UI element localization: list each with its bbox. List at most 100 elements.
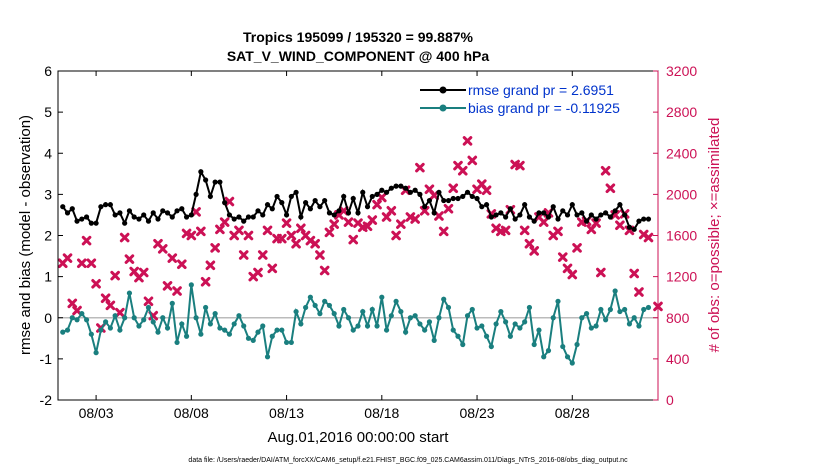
bias-series xyxy=(60,282,652,366)
obs-point xyxy=(119,232,130,243)
obs-point xyxy=(605,183,616,194)
obs-point xyxy=(396,219,406,229)
obs-point xyxy=(115,307,125,318)
obs-point xyxy=(105,300,116,311)
rmse-point xyxy=(98,204,104,210)
rmse-point xyxy=(617,202,623,208)
obs-point xyxy=(253,267,263,278)
obs-point xyxy=(319,265,330,276)
bias-point xyxy=(150,319,156,325)
bias-point xyxy=(536,327,542,333)
bias-point xyxy=(450,327,456,333)
bias-point xyxy=(507,333,513,339)
rmse-point xyxy=(231,216,237,222)
rmse-point xyxy=(222,200,228,206)
rmse-point xyxy=(250,214,256,220)
legend: rmse grand pr = 2.6951 bias grand pr = -… xyxy=(420,82,620,116)
bias-point xyxy=(60,329,66,335)
bias-point xyxy=(631,315,637,321)
bias-point xyxy=(645,304,652,311)
rmse-point xyxy=(145,218,152,224)
right-tick-label: 1600 xyxy=(666,228,697,244)
bias-point xyxy=(460,341,466,348)
left-tick-label: 2 xyxy=(44,228,52,244)
rmse-point xyxy=(79,216,85,222)
bias-point xyxy=(493,321,499,327)
rmse-point xyxy=(612,208,618,214)
obs-point xyxy=(281,218,292,228)
bias-point xyxy=(74,317,80,323)
rmse-point xyxy=(555,216,561,222)
left-tick-label: 6 xyxy=(44,63,52,79)
rmse-point xyxy=(355,210,361,216)
bias-point xyxy=(122,315,128,321)
bias-point xyxy=(93,350,99,356)
obs-point xyxy=(429,190,439,201)
rmse-point xyxy=(569,202,575,208)
bias-point xyxy=(83,317,90,323)
rmse-point xyxy=(293,189,299,195)
obs-point xyxy=(634,287,644,297)
bias-point xyxy=(455,333,461,339)
bias-point xyxy=(160,315,166,321)
obs-point xyxy=(572,243,582,253)
rmse-point xyxy=(103,202,109,208)
obs-point xyxy=(234,225,244,236)
bias-point xyxy=(112,313,118,319)
obs-point xyxy=(262,225,273,236)
rmse-line xyxy=(62,169,649,231)
bias-point xyxy=(436,315,442,321)
bias-point xyxy=(626,321,633,327)
legend-bias-marker xyxy=(439,104,447,112)
bias-point xyxy=(360,308,366,315)
rmse-point xyxy=(426,197,433,204)
bias-point xyxy=(312,302,318,309)
bias-point xyxy=(374,323,380,329)
rmse-point xyxy=(264,202,271,208)
bias-point xyxy=(217,325,223,331)
rmse-point xyxy=(88,220,94,226)
rmse-point xyxy=(464,189,471,195)
obs-point xyxy=(386,206,397,216)
rmse-point xyxy=(131,214,137,220)
rmse-point xyxy=(531,218,537,224)
rmse-point xyxy=(550,204,556,210)
bias-point xyxy=(622,306,628,313)
rmse-point xyxy=(241,218,247,224)
rmse-point xyxy=(141,212,147,218)
bias-point xyxy=(369,306,375,313)
bias-point xyxy=(393,298,399,304)
obs-point xyxy=(100,293,111,304)
obs-point xyxy=(348,234,359,245)
obs-point xyxy=(238,250,249,260)
bias-point xyxy=(222,327,228,333)
bias-point xyxy=(607,306,613,313)
obs-point xyxy=(257,250,268,260)
data-file-footer: data file: /Users/raeder/DAI/ATM_forcXX/… xyxy=(188,457,628,464)
left-tick-label: 0 xyxy=(44,310,52,326)
rmse-point xyxy=(583,218,590,224)
obs-point xyxy=(86,258,97,269)
right-tick-label: 800 xyxy=(666,310,690,326)
rmse-point xyxy=(60,204,66,210)
right-tick-label: 0 xyxy=(666,392,674,408)
right-tick-label: 1200 xyxy=(666,269,697,285)
rmse-point xyxy=(326,210,333,216)
obs-point xyxy=(91,279,101,289)
bias-point xyxy=(307,294,313,300)
rmse-point xyxy=(360,189,366,195)
right-tick-label: 3200 xyxy=(666,63,697,79)
obs-point xyxy=(615,220,625,231)
bias-point xyxy=(412,313,418,319)
obs-point xyxy=(81,235,92,246)
observations-series xyxy=(57,136,663,333)
rmse-point xyxy=(441,197,447,204)
obs-point xyxy=(519,225,530,236)
rmse-point xyxy=(593,216,599,222)
rmse-point xyxy=(626,224,633,230)
obs-point xyxy=(643,232,654,243)
obs-point xyxy=(205,260,216,271)
rmse-point xyxy=(560,208,566,214)
bias-point xyxy=(574,341,580,348)
plot-background xyxy=(58,71,658,400)
